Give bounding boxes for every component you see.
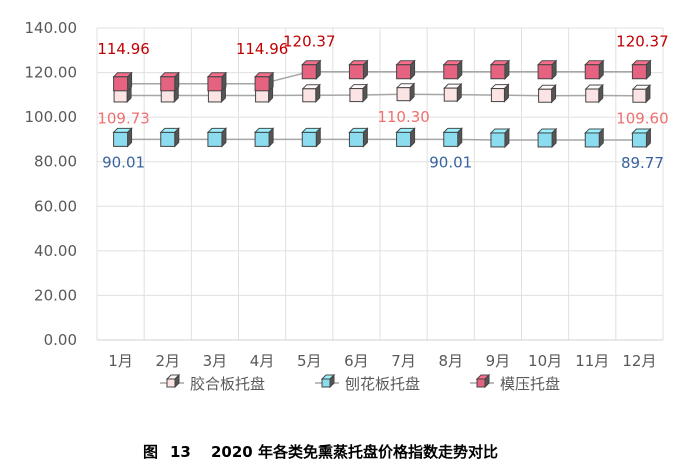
data-label: 109.60	[616, 110, 669, 128]
y-tick-label: 20.00	[34, 286, 77, 304]
data-point-marker	[348, 59, 369, 80]
data-label: 90.01	[429, 153, 472, 171]
data-point-marker	[489, 59, 511, 80]
x-tick-label: 11月	[575, 352, 609, 370]
data-point-marker	[301, 59, 322, 80]
legend-marker-icon	[320, 373, 336, 389]
x-tick-label: 6月	[344, 352, 369, 370]
data-point-marker	[112, 127, 133, 148]
y-tick-label: 0.00	[44, 331, 77, 349]
data-point-marker	[584, 83, 604, 104]
data-point-marker	[442, 59, 463, 80]
x-tick-label: 8月	[438, 352, 463, 370]
data-point-marker	[301, 83, 321, 104]
caption-prefix: 图	[143, 443, 158, 461]
data-point-marker	[443, 82, 463, 103]
data-point-marker	[536, 127, 558, 149]
series-line	[120, 138, 640, 141]
y-tick-label: 60.00	[34, 197, 77, 215]
data-point-marker	[395, 82, 416, 102]
data-label: 114.96	[97, 40, 150, 58]
data-label: 89.77	[621, 154, 664, 172]
x-tick-label: 3月	[203, 352, 228, 370]
data-label: 90.01	[102, 153, 145, 171]
x-tick-label: 2月	[155, 352, 180, 370]
x-tick-label: 1月	[108, 352, 133, 370]
y-tick-label: 100.00	[25, 108, 78, 126]
data-point-marker	[489, 127, 511, 149]
x-tick-label: 12月	[622, 352, 656, 370]
legend-label: 胶合板托盘	[190, 375, 265, 393]
data-label: 120.37	[283, 33, 336, 51]
data-point-marker	[112, 71, 133, 93]
legend-marker-icon	[165, 373, 181, 389]
y-tick-label: 80.00	[34, 153, 77, 171]
x-tick-label: 7月	[391, 352, 416, 370]
data-point-marker	[301, 127, 322, 148]
data-point-marker	[159, 127, 180, 148]
data-point-marker	[348, 127, 369, 148]
x-tick-label: 9月	[486, 352, 511, 370]
data-point-marker	[253, 127, 275, 148]
caption-number: 13	[170, 443, 191, 461]
data-point-marker	[206, 71, 228, 93]
data-point-marker	[584, 59, 605, 80]
data-point-marker	[631, 59, 652, 80]
x-tick-label: 10月	[528, 352, 562, 370]
data-point-marker	[584, 127, 605, 149]
data-point-marker	[206, 127, 228, 148]
data-point-marker	[490, 83, 510, 103]
data-point-marker	[631, 84, 652, 104]
caption-title: 2020 年各类免熏蒸托盘价格指数走势对比	[211, 443, 498, 461]
y-tick-label: 140.00	[25, 19, 78, 37]
data-point-marker	[253, 71, 275, 93]
legend-marker-icon	[475, 373, 491, 389]
y-tick-label: 40.00	[34, 242, 77, 260]
legend-label: 模压托盘	[500, 375, 560, 393]
data-label: 120.37	[616, 33, 669, 51]
data-label: 109.73	[97, 109, 150, 127]
y-tick-label: 120.00	[25, 64, 78, 82]
data-point-marker	[159, 71, 180, 93]
data-point-marker	[537, 84, 557, 104]
data-label: 110.30	[377, 108, 430, 126]
data-point-marker	[395, 127, 416, 148]
data-label: 114.96	[236, 40, 289, 58]
data-point-marker	[348, 83, 369, 103]
data-point-marker	[395, 59, 416, 80]
legend-label: 刨花板托盘	[345, 375, 420, 393]
data-point-marker	[631, 127, 652, 149]
x-tick-label: 5月	[297, 352, 322, 370]
data-point-marker	[536, 59, 558, 80]
data-point-marker	[442, 127, 463, 148]
x-tick-label: 4月	[250, 352, 275, 370]
